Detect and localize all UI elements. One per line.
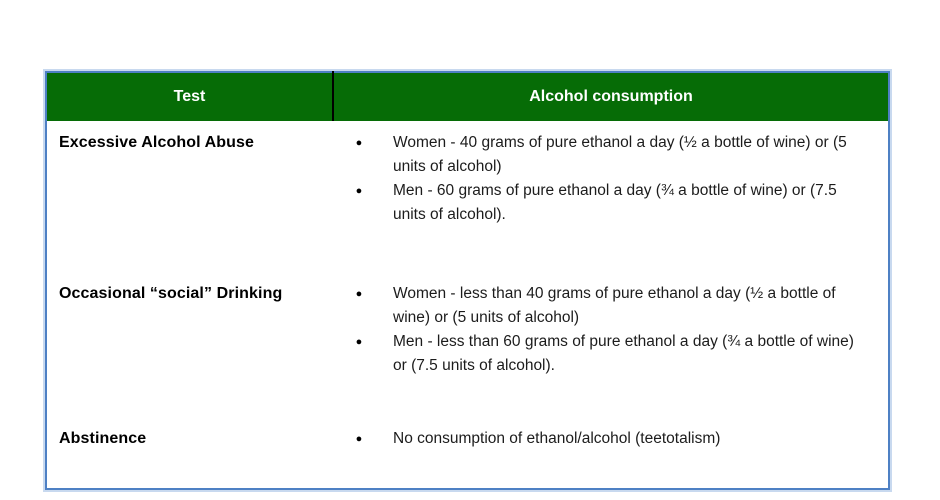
bullet-text: Women - 40 grams of pure ethanol a day (… bbox=[393, 134, 847, 175]
test-name: Excessive Alcohol Abuse bbox=[59, 134, 254, 151]
header-row: Test Alcohol consumption bbox=[46, 72, 889, 121]
test-name: Occasional “social” Drinking bbox=[59, 285, 283, 302]
table-row-occasional-social-drinking: Occasional “social” Drinking ● Women - l… bbox=[46, 272, 889, 417]
test-name: Abstinence bbox=[59, 430, 147, 447]
bullet-text: Women - less than 40 grams of pure ethan… bbox=[393, 285, 836, 326]
consumption-cell: ● Women - less than 40 grams of pure eth… bbox=[333, 272, 889, 417]
list-item: ● Men - less than 60 grams of pure ethan… bbox=[333, 330, 874, 378]
header-test: Test bbox=[46, 72, 334, 121]
consumption-cell: ● Women - 40 grams of pure ethanol a day… bbox=[333, 121, 889, 272]
bullet-list: ● No consumption of ethanol/alcohol (tee… bbox=[333, 427, 874, 451]
bullet-icon: ● bbox=[355, 336, 363, 348]
bullet-icon: ● bbox=[355, 288, 363, 300]
list-item: ● Women - less than 40 grams of pure eth… bbox=[333, 282, 874, 330]
bullet-icon: ● bbox=[355, 137, 363, 149]
bullet-icon: ● bbox=[355, 433, 363, 445]
table-row-excessive-alcohol-abuse: Excessive Alcohol Abuse ● Women - 40 gra… bbox=[46, 121, 889, 272]
list-item: ● Women - 40 grams of pure ethanol a day… bbox=[333, 131, 874, 179]
list-item: ● No consumption of ethanol/alcohol (tee… bbox=[333, 427, 874, 451]
consumption-cell: ● No consumption of ethanol/alcohol (tee… bbox=[333, 417, 889, 489]
bullet-text: No consumption of ethanol/alcohol (teeto… bbox=[393, 430, 721, 447]
bullet-list: ● Women - less than 40 grams of pure eth… bbox=[333, 282, 874, 378]
list-item: ● Men - 60 grams of pure ethanol a day (… bbox=[333, 179, 874, 227]
table-row-abstinence: Abstinence ● No consumption of ethanol/a… bbox=[46, 417, 889, 489]
bullet-text: Men - less than 60 grams of pure ethanol… bbox=[393, 333, 854, 374]
header-alcohol-consumption: Alcohol consumption bbox=[333, 72, 889, 121]
bullet-text: Men - 60 grams of pure ethanol a day (¾ … bbox=[393, 182, 837, 223]
bullet-icon: ● bbox=[355, 185, 363, 197]
bullet-list: ● Women - 40 grams of pure ethanol a day… bbox=[333, 131, 874, 227]
alcohol-consumption-table: Test Alcohol consumption Excessive Alcoh… bbox=[45, 71, 890, 490]
